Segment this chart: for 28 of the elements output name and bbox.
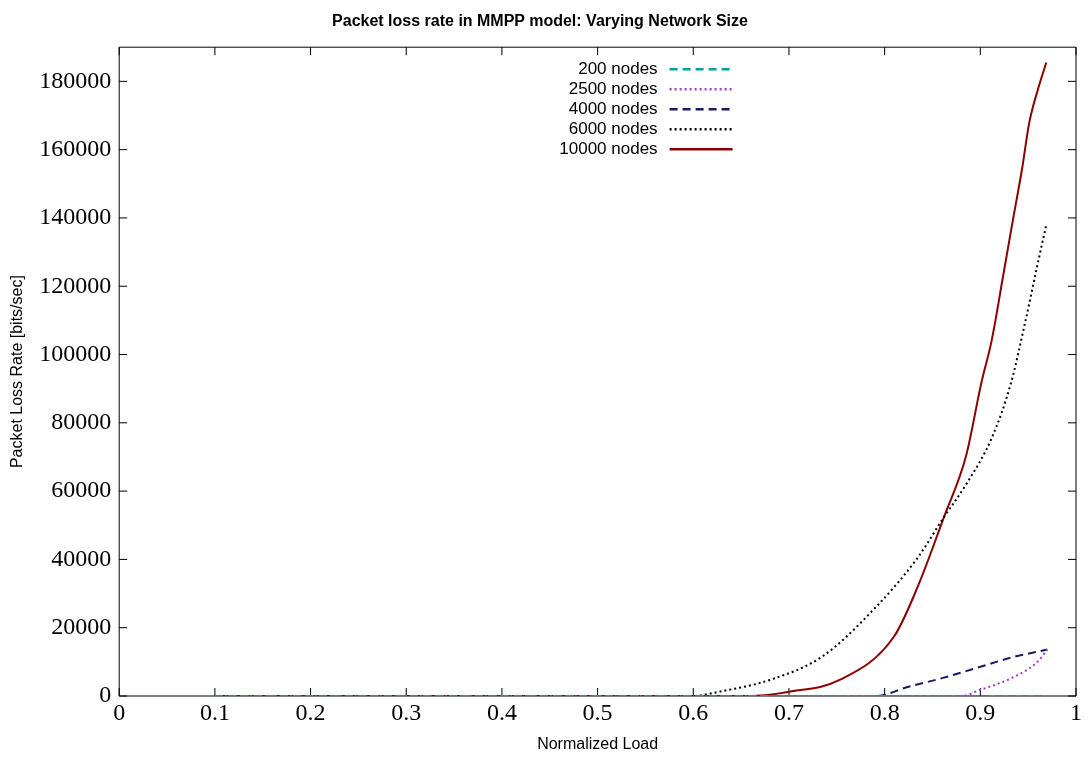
legend-label: 2500 nodes	[568, 78, 658, 98]
x-tick-label: 0.4	[486, 698, 517, 725]
x-tick-label: 0.5	[582, 698, 613, 725]
x-tick-label: 0.2	[295, 698, 326, 725]
y-axis-title: Packet Loss Rate [bits/sec]	[8, 275, 26, 469]
y-tick-label: 160000	[39, 134, 112, 161]
y-tick-label: 20000	[51, 613, 112, 639]
y-tick-label: 140000	[39, 203, 112, 230]
y-tick-label: 180000	[39, 66, 112, 93]
y-tick-label: 120000	[39, 271, 112, 298]
y-tick-label: 60000	[51, 476, 112, 503]
chart-title: Packet loss rate in MMPP model: Varying Network Size	[332, 12, 749, 30]
x-tick-label: 0.3	[391, 698, 422, 725]
y-tick-label: 0	[99, 681, 112, 708]
x-tick-label: 1	[1070, 698, 1082, 725]
legend-label: 4000 nodes	[568, 98, 658, 118]
legend-label: 10000 nodes	[559, 138, 658, 158]
x-tick-label: 0.9	[965, 698, 996, 725]
x-tick-label: 0.8	[869, 698, 900, 725]
x-axis-title: Normalized Load	[537, 734, 659, 752]
legend-label: 200 nodes	[578, 58, 658, 78]
legend-label: 6000 nodes	[568, 118, 658, 138]
y-tick-label: 40000	[51, 544, 112, 571]
y-tick-label: 100000	[39, 339, 112, 366]
x-tick-label: 0.1	[199, 698, 230, 725]
x-tick-label: 0.6	[678, 698, 709, 725]
x-tick-label: 0.7	[773, 698, 804, 725]
y-tick-label: 80000	[51, 408, 112, 435]
